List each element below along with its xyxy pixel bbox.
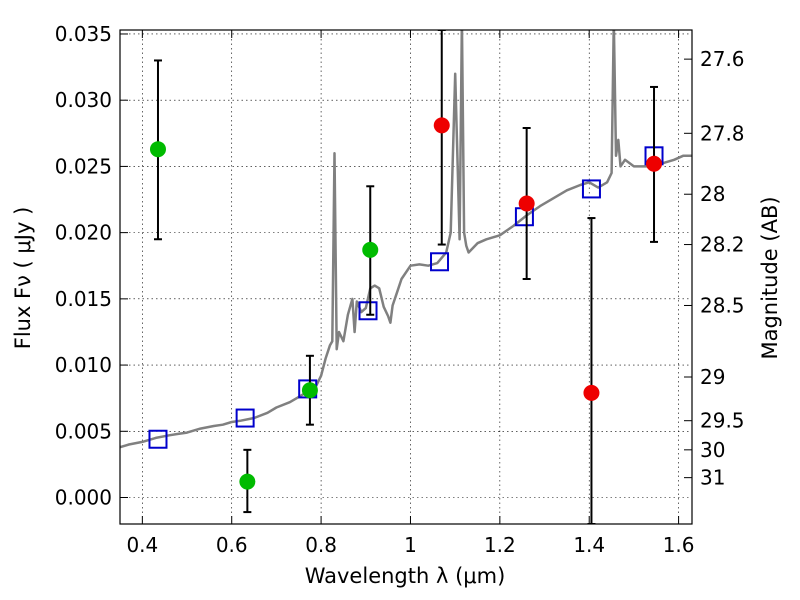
y-tick-label: 0.000 — [55, 486, 112, 510]
y2-tick-label: 31 — [700, 466, 725, 490]
y2-tick-label: 28 — [700, 182, 725, 206]
x-tick-labels: 0.4 0.6 0.8 1 1.2 1.4 1.6 — [126, 533, 694, 557]
y-axis-title: Flux Fν ( μJy ) — [11, 207, 35, 350]
observed-flux-point — [149, 141, 166, 158]
y2-tick-label: 27.6 — [700, 47, 745, 71]
x-axis-title: Wavelength λ (μm) — [305, 564, 506, 588]
y2-tick-label: 30 — [700, 438, 725, 462]
y-tick-label: 0.015 — [55, 287, 112, 311]
y-tick-label: 0.030 — [55, 88, 112, 112]
y2-tick-label: 28.5 — [700, 293, 745, 317]
x-tick-label: 0.4 — [126, 533, 158, 557]
y2-tick-label: 29 — [700, 365, 725, 389]
observed-flux-point — [583, 384, 600, 401]
y2-tick-label: 29.5 — [700, 409, 745, 433]
observed-flux-point — [433, 117, 450, 134]
y-tick-label: 0.010 — [55, 353, 112, 377]
model-spectrum-line — [120, 30, 692, 449]
y-tick-labels: 0.000 0.005 0.010 0.015 0.020 0.025 0.030 0.035 — [55, 22, 112, 510]
observed-flux-point — [362, 241, 379, 258]
observed-flux-point — [646, 155, 663, 172]
x-tick-label: 1.2 — [484, 533, 516, 557]
y2-axis-title: Magnitude (AB) — [758, 196, 782, 359]
y-tick-label: 0.025 — [55, 154, 112, 178]
model-photometry-square — [358, 301, 378, 321]
y-tick-label: 0.005 — [55, 419, 112, 443]
x-tick-label: 1.6 — [663, 533, 695, 557]
x-tick-label: 1.4 — [573, 533, 605, 557]
y2-tick-label: 27.8 — [700, 121, 745, 145]
observed-flux-point — [518, 195, 535, 212]
observed-flux-point — [301, 382, 318, 399]
y2-tick-labels: 27.6 27.8 28 28.2 28.5 29 29.5 30 31 — [700, 47, 745, 490]
grid-lines — [120, 30, 692, 524]
model-photometry-square — [235, 408, 255, 428]
model-photometry-square — [581, 179, 601, 199]
x-tick-label: 0.8 — [305, 533, 337, 557]
model-photometry-square — [430, 252, 450, 272]
y-tick-label: 0.020 — [55, 221, 112, 245]
plot-area — [120, 30, 692, 524]
y-tick-label: 0.035 — [55, 22, 112, 46]
model-photometry-square — [148, 429, 168, 449]
axis-ticks — [120, 30, 692, 524]
axes-frame — [119, 29, 693, 525]
observed-flux-point — [239, 473, 256, 490]
plot-marks — [120, 30, 692, 524]
x-tick-label: 0.6 — [216, 533, 248, 557]
x-tick-label: 1 — [404, 533, 417, 557]
y2-tick-label: 28.2 — [700, 233, 745, 257]
